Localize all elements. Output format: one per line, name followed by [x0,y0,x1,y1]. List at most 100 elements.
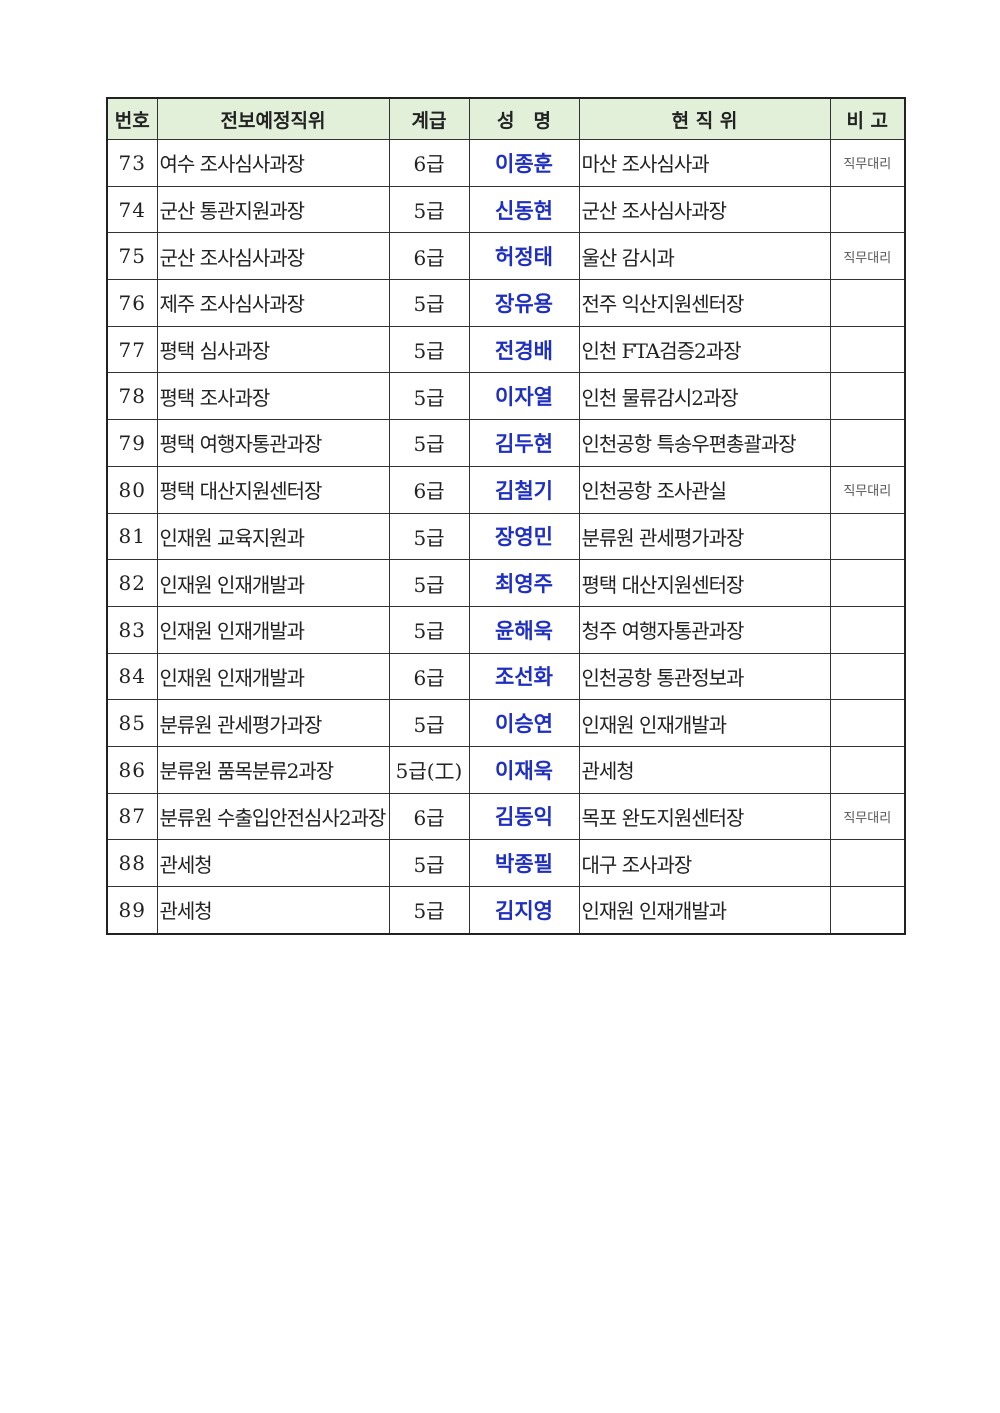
new-position-cell: 평택 대산지원센터장 [156,465,390,514]
grade-cell: 5급 [388,325,470,374]
new-position-cell: 인재원 인재개발과 [156,559,390,607]
header-row: 번호 전보예정직위 계급 성 명 현 직 위 비 고 [106,97,906,140]
table-row: 85 분류원 관세평가과장 5급 이승연 인재원 인재개발과 [106,699,906,747]
new-position-cell: 분류원 관세평가과장 [156,699,390,747]
number-cell: 87 [106,792,158,841]
table-row: 82 인재원 인재개발과 5급 최영주 평택 대산지원센터장 [106,559,906,607]
name-cell: 이승연 [468,699,580,747]
new-position-cell: 관세청 [156,885,390,935]
current-position-cell: 목포 완도지원센터장 [578,792,831,841]
current-position-cell: 군산 조사심사과장 [578,185,831,234]
grade-cell: 5급 [388,839,470,887]
new-position-cell: 제주 조사심사과장 [156,279,390,327]
remarks-cell: 직무대리 [829,465,906,514]
header-number: 번호 [106,97,158,140]
name-cell: 김동익 [468,792,580,841]
table-row: 81 인재원 교육지원과 5급 장영민 분류원 관세평가과장 [106,512,906,561]
new-position-cell: 인재원 인재개발과 [156,605,390,654]
grade-cell: 5급 [388,885,470,935]
header-name: 성 명 [468,97,580,140]
new-position-cell: 여수 조사심사과장 [156,139,390,187]
new-position-cell: 인재원 인재개발과 [156,652,390,701]
new-position-cell: 분류원 품목분류2과장 [156,745,390,794]
remarks-cell [829,372,906,421]
table-row: 78 평택 조사과장 5급 이자열 인천 물류감시2과장 [106,372,906,421]
new-position-cell: 군산 조사심사과장 [156,232,390,281]
current-position-cell: 대구 조사과장 [578,839,831,887]
grade-cell: 5급 [388,419,470,467]
grade-cell: 6급 [388,652,470,701]
new-position-cell: 평택 조사과장 [156,372,390,421]
number-cell: 89 [106,885,158,935]
grade-cell: 5급 [388,279,470,327]
number-cell: 80 [106,465,158,514]
name-cell: 신동현 [468,185,580,234]
table-row: 76 제주 조사심사과장 5급 장유용 전주 익산지원센터장 [106,279,906,327]
current-position-cell: 마산 조사심사과 [578,139,831,187]
grade-cell: 6급 [388,465,470,514]
name-cell: 허정태 [468,232,580,281]
remarks-cell [829,559,906,607]
remarks-cell [829,839,906,887]
number-cell: 74 [106,185,158,234]
current-position-cell: 인재원 인재개발과 [578,885,831,935]
table-row: 84 인재원 인재개발과 6급 조선화 인천공항 통관정보과 [106,652,906,701]
name-cell: 이자열 [468,372,580,421]
table-row: 73 여수 조사심사과장 6급 이종훈 마산 조사심사과 직무대리 [106,139,906,187]
header-current-position: 현 직 위 [578,97,831,140]
number-cell: 85 [106,699,158,747]
number-cell: 76 [106,279,158,327]
name-cell: 조선화 [468,652,580,701]
current-position-cell: 울산 감시과 [578,232,831,281]
new-position-cell: 평택 여행자통관과장 [156,419,390,467]
remarks-cell [829,699,906,747]
number-cell: 82 [106,559,158,607]
number-cell: 79 [106,419,158,467]
name-cell: 박종필 [468,839,580,887]
remarks-cell [829,605,906,654]
grade-cell: 5급 [388,699,470,747]
current-position-cell: 관세청 [578,745,831,794]
grade-cell: 5급 [388,372,470,421]
name-cell: 전경배 [468,325,580,374]
grade-cell: 5급 [388,559,470,607]
current-position-cell: 분류원 관세평가과장 [578,512,831,561]
new-position-cell: 평택 심사과장 [156,325,390,374]
name-cell: 윤해욱 [468,605,580,654]
remarks-cell [829,419,906,467]
number-cell: 84 [106,652,158,701]
personnel-transfer-table: 번호 전보예정직위 계급 성 명 현 직 위 비 고 73 여수 조사심사과장 6급… [106,97,906,935]
grade-cell: 5급 [388,605,470,654]
table-body: 73 여수 조사심사과장 6급 이종훈 마산 조사심사과 직무대리 74 군산 통관지원과장 5… [106,139,906,935]
remarks-cell [829,652,906,701]
name-cell: 이재욱 [468,745,580,794]
name-cell: 김두현 [468,419,580,467]
grade-cell: 6급 [388,232,470,281]
remarks-cell [829,745,906,794]
name-cell: 김철기 [468,465,580,514]
current-position-cell: 인천공항 통관정보과 [578,652,831,701]
number-cell: 73 [106,139,158,187]
remarks-cell [829,885,906,935]
table-row: 83 인재원 인재개발과 5급 윤해욱 청주 여행자통관과장 [106,605,906,654]
table-row: 89 관세청 5급 김지영 인재원 인재개발과 [106,885,906,935]
grade-cell: 5급(工) [388,745,470,794]
table-row: 80 평택 대산지원센터장 6급 김철기 인천공항 조사관실 직무대리 [106,465,906,514]
current-position-cell: 인천 FTA검증2과장 [578,325,831,374]
number-cell: 75 [106,232,158,281]
number-cell: 77 [106,325,158,374]
name-cell: 장영민 [468,512,580,561]
remarks-cell: 직무대리 [829,792,906,841]
table-row: 79 평택 여행자통관과장 5급 김두현 인천공항 특송우편총괄과장 [106,419,906,467]
table-row: 74 군산 통관지원과장 5급 신동현 군산 조사심사과장 [106,185,906,234]
number-cell: 88 [106,839,158,887]
current-position-cell: 평택 대산지원센터장 [578,559,831,607]
new-position-cell: 관세청 [156,839,390,887]
name-cell: 김지영 [468,885,580,935]
remarks-cell [829,325,906,374]
number-cell: 81 [106,512,158,561]
new-position-cell: 군산 통관지원과장 [156,185,390,234]
table-row: 75 군산 조사심사과장 6급 허정태 울산 감시과 직무대리 [106,232,906,281]
grade-cell: 6급 [388,792,470,841]
current-position-cell: 청주 여행자통관과장 [578,605,831,654]
